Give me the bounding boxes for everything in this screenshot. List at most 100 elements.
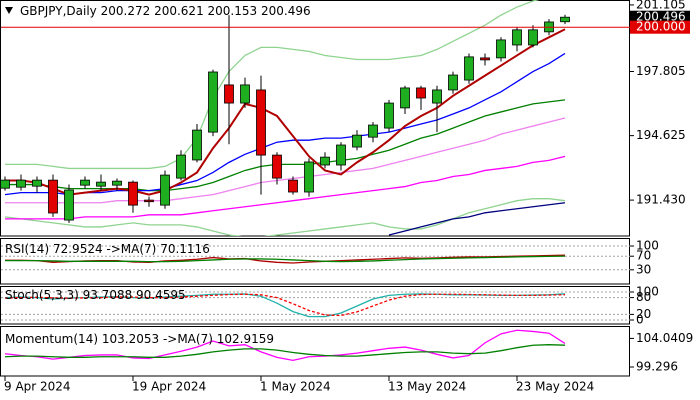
lines	[4, 329, 566, 362]
candle-body	[352, 134, 362, 148]
y-tick-label: 191.430	[636, 193, 686, 207]
symbol: GBPJPY,Daily	[20, 4, 97, 18]
indicator-line	[4, 52, 566, 196]
pane-title: Stoch(5,3,3) 93.7088 90.4595	[5, 288, 186, 302]
lines	[4, 293, 566, 318]
momentum-pane	[0, 326, 630, 377]
candles	[0, 14, 570, 223]
y-tick-label: 30	[636, 262, 651, 276]
candle-body	[48, 179, 58, 214]
candle-body	[368, 124, 378, 138]
candle-body	[528, 29, 538, 46]
candle-body	[144, 199, 154, 203]
price-tag-label: 200.496	[636, 10, 686, 24]
ma-value: 102.9159	[217, 332, 274, 346]
candle-body	[400, 87, 410, 109]
candle-body	[224, 84, 234, 104]
pane-title: Momentum(14) 103.2053 ->MA(7) 102.9159	[5, 332, 274, 346]
candle-body	[240, 84, 250, 104]
x-tick-label: 19 Apr 2024	[132, 380, 206, 394]
candle-body	[208, 71, 218, 133]
candle-body	[96, 181, 106, 187]
indicator-line	[4, 344, 566, 358]
y-tick-label: 100	[636, 239, 659, 253]
candle-body	[384, 102, 394, 129]
x-tick-label: 23 May 2024	[516, 380, 594, 394]
y-tick-label: 0	[636, 313, 644, 327]
candle-body	[496, 39, 506, 59]
candle-body	[320, 156, 330, 166]
y-tick-label: 104.0409	[636, 331, 693, 345]
y-tick-label: 99.296	[636, 359, 678, 373]
candle-body	[448, 74, 458, 91]
indicator-value: 72.9524	[53, 242, 103, 256]
pane-title: RSI(14) 72.9524 ->MA(7) 70.1116	[5, 242, 210, 256]
candle-body	[16, 179, 26, 188]
candle-body	[160, 174, 170, 206]
y-tick-label: 80	[636, 290, 651, 304]
candle-body	[128, 181, 138, 206]
candle-body	[432, 89, 442, 104]
indicator-name: Stoch(5,3,3)	[5, 288, 79, 302]
candle-body	[304, 161, 314, 193]
candle-body	[272, 154, 282, 179]
indicator-line	[5, 255, 566, 263]
candle-body	[112, 180, 122, 186]
candle-body	[464, 56, 474, 81]
candle-body	[0, 179, 10, 189]
y-tick-label: 100	[636, 285, 659, 299]
indicator-line	[5, 99, 566, 192]
indicator-line	[4, 198, 566, 236]
y-tick-label: 194.625	[636, 128, 686, 142]
open: 200.272	[101, 4, 151, 18]
indicator-line	[5, 28, 566, 196]
indicator-name: Momentum(14)	[5, 332, 98, 346]
candle-body	[288, 179, 298, 193]
rsi-pane	[0, 238, 630, 285]
indicator-value: 103.2053	[102, 332, 159, 346]
menu-arrow	[5, 7, 13, 14]
ma-name: ->MA(7)	[163, 332, 213, 346]
candle-body	[32, 179, 42, 187]
candle-body	[560, 16, 570, 23]
indicator-line	[4, 293, 566, 318]
level-tag-label: 200.000	[636, 20, 686, 34]
stoch-pane	[0, 286, 630, 325]
candle-body	[256, 89, 266, 156]
candle-body	[64, 189, 74, 221]
candle-body	[80, 179, 90, 186]
pane-title: GBPJPY,Daily 200.272 200.621 200.153 200…	[20, 4, 311, 18]
y-tick-label: 201.105	[636, 0, 686, 11]
x-tick-label: 13 May 2024	[388, 380, 466, 394]
close: 200.496	[261, 4, 311, 18]
y-tick-label: 70	[636, 249, 651, 263]
ma-value: 70.1116	[160, 242, 210, 256]
indicator-line	[5, 0, 540, 170]
price-tag	[630, 10, 690, 24]
high: 200.621	[154, 4, 204, 18]
ma-name: ->MA(7)	[106, 242, 156, 256]
candle-body	[192, 129, 202, 161]
y-tick-label: 20	[636, 307, 651, 321]
low: 200.153	[208, 4, 258, 18]
indicator-line	[4, 293, 566, 317]
candle-body	[416, 87, 426, 99]
lines	[4, 0, 566, 236]
candle-body	[176, 154, 186, 179]
x-tick-label: 1 May 2024	[260, 380, 331, 394]
ma-value: 90.4595	[136, 288, 186, 302]
indicator-line	[388, 202, 566, 236]
y-tick-label: 197.805	[636, 64, 686, 78]
lines	[5, 254, 566, 264]
candle-body	[336, 144, 346, 166]
candle-body	[480, 57, 490, 61]
candle-body	[512, 29, 522, 46]
indicator-name: RSI(14)	[5, 242, 49, 256]
main-pane	[0, 0, 630, 237]
indicator-line	[5, 117, 566, 204]
x-tick-label: 9 Apr 2024	[4, 380, 71, 394]
indicator-line	[5, 155, 566, 220]
level-tag	[630, 20, 690, 34]
